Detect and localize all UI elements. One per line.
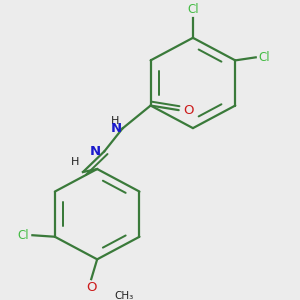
Text: N: N bbox=[111, 122, 122, 135]
Text: Cl: Cl bbox=[17, 229, 29, 242]
Text: Cl: Cl bbox=[258, 51, 270, 64]
Text: N: N bbox=[89, 145, 100, 158]
Text: H: H bbox=[71, 157, 80, 166]
Text: Cl: Cl bbox=[187, 3, 199, 16]
Text: O: O bbox=[183, 103, 194, 117]
Text: O: O bbox=[86, 281, 97, 294]
Text: H: H bbox=[111, 116, 119, 126]
Text: CH₃: CH₃ bbox=[114, 291, 134, 300]
